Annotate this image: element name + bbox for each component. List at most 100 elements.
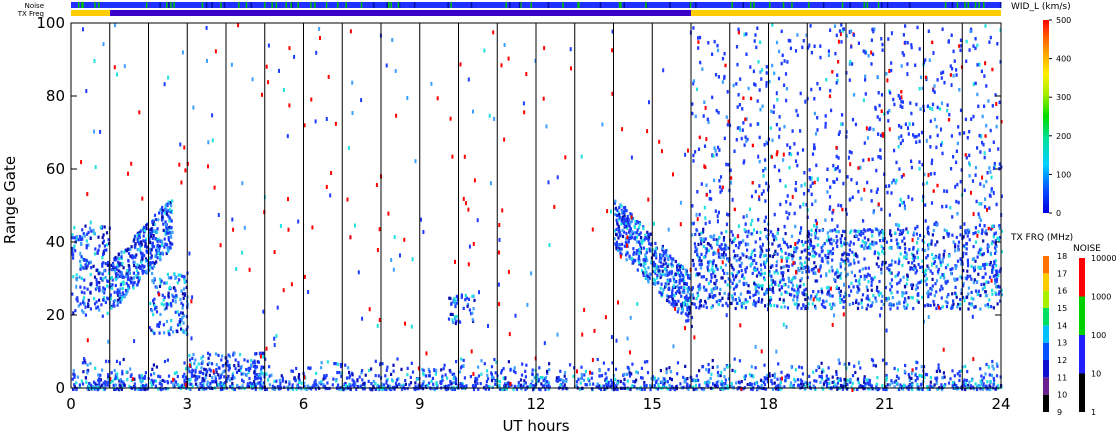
echo-cell xyxy=(275,379,278,383)
echo-cell xyxy=(908,383,911,387)
echo-cell xyxy=(917,300,920,304)
echo-cell xyxy=(977,265,980,269)
echo-cell xyxy=(791,276,795,280)
echo-cell xyxy=(787,256,790,260)
echo-cell xyxy=(262,355,265,359)
echo-cell xyxy=(807,266,810,271)
noise-strip-speckle xyxy=(518,2,521,8)
echo-cell xyxy=(715,300,718,304)
echo-cell xyxy=(133,260,136,264)
echo-cell xyxy=(750,387,753,391)
echo-cell xyxy=(672,284,675,288)
echo-cell xyxy=(183,293,186,297)
echo-cell xyxy=(730,241,734,245)
echo-cell xyxy=(947,381,951,385)
echo-cell xyxy=(340,365,343,369)
echo-cell xyxy=(688,305,691,309)
echo-cell xyxy=(182,287,186,291)
echo-cell xyxy=(253,361,256,365)
echo-cell xyxy=(625,231,628,235)
echo-cell xyxy=(659,256,662,260)
echo-cell xyxy=(970,277,973,281)
echo-cell xyxy=(913,258,916,263)
sparse-point xyxy=(647,197,650,202)
echo-cell xyxy=(806,296,809,300)
echo-cell xyxy=(252,364,256,368)
echo-cell xyxy=(584,383,587,387)
echo-cell xyxy=(86,287,89,291)
echo-cell xyxy=(349,384,352,388)
echo-cell xyxy=(685,297,688,301)
echo-cell xyxy=(127,263,130,268)
echo-cell xyxy=(648,247,651,251)
echo-cell xyxy=(110,263,113,267)
echo-cell xyxy=(187,367,190,371)
echo-cell xyxy=(167,238,170,242)
echo-cell xyxy=(720,252,723,257)
sparse-point xyxy=(791,194,794,199)
echo-cell xyxy=(804,260,807,265)
sparse-point xyxy=(503,43,506,47)
echo-cell xyxy=(483,362,486,366)
echo-cell xyxy=(71,377,74,381)
echo-cell xyxy=(990,227,993,231)
sparse-point xyxy=(465,201,467,206)
echo-cell xyxy=(711,358,714,363)
echo-cell xyxy=(906,303,909,307)
echo-cell xyxy=(904,363,907,368)
echo-cell xyxy=(839,262,842,266)
sparse-point xyxy=(725,313,728,318)
echo-cell xyxy=(962,282,965,286)
echo-cell xyxy=(911,257,914,261)
echo-cell xyxy=(946,263,949,267)
echo-cell xyxy=(440,368,443,372)
sparse-point xyxy=(451,154,454,159)
echo-cell xyxy=(669,279,672,283)
echo-cell xyxy=(720,242,723,247)
echo-cell xyxy=(447,317,451,321)
echo-cell xyxy=(764,304,767,308)
echo-cell xyxy=(827,252,830,256)
echo-cell xyxy=(783,283,786,287)
echo-cell xyxy=(485,383,488,387)
sparse-point xyxy=(751,387,754,392)
echo-cell xyxy=(858,232,861,236)
echo-cell xyxy=(195,365,198,369)
echo-cell xyxy=(118,379,121,383)
sparse-point xyxy=(988,387,991,391)
echo-cell xyxy=(715,381,718,385)
noise-strip-speckle xyxy=(78,2,80,8)
echo-cell xyxy=(993,378,996,383)
echo-cell xyxy=(626,241,629,245)
echo-cell xyxy=(183,372,186,376)
echo-cell xyxy=(479,382,482,386)
echo-cell xyxy=(864,229,867,233)
echo-cell xyxy=(148,235,151,239)
echo-cell xyxy=(98,298,101,302)
echo-cell xyxy=(178,313,181,317)
echo-cell xyxy=(430,379,433,383)
echo-cell xyxy=(874,387,877,391)
echo-cell xyxy=(388,384,392,388)
sparse-point xyxy=(80,160,83,165)
echo-cell xyxy=(107,297,110,301)
echo-cell xyxy=(73,383,76,387)
echo-cell xyxy=(621,228,624,232)
echo-cell xyxy=(231,381,234,386)
sparse-point xyxy=(290,282,293,287)
echo-cell xyxy=(982,382,985,386)
echo-cell xyxy=(666,387,669,391)
sparse-point xyxy=(711,153,714,158)
echo-cell xyxy=(149,261,152,265)
echo-cell xyxy=(620,222,623,226)
echo-cell xyxy=(783,240,787,245)
echo-cell xyxy=(793,250,796,254)
echo-cell xyxy=(167,374,171,378)
echo-cell xyxy=(812,244,815,249)
echo-cell xyxy=(180,318,183,322)
echo-cell xyxy=(642,226,645,230)
echo-cell xyxy=(919,265,922,269)
echo-cell xyxy=(1000,250,1003,254)
echo-cell xyxy=(698,283,701,287)
echo-cell xyxy=(221,364,224,368)
